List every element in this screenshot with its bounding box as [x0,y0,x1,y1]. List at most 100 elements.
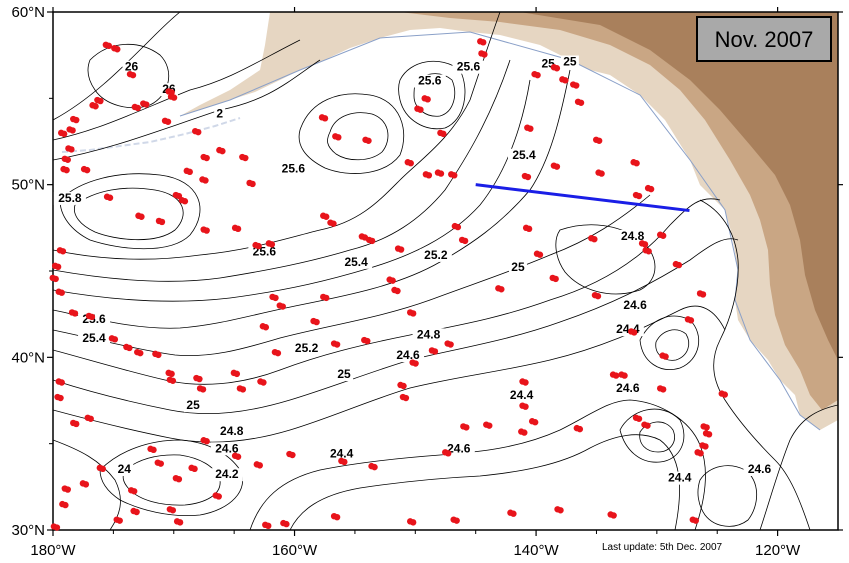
float-marker [522,403,529,410]
float-marker [323,213,330,220]
float-marker [553,65,561,72]
float-marker [158,218,166,226]
float-marker [54,263,62,271]
float-marker [323,294,330,302]
float-marker [133,508,140,516]
float-marker [64,486,71,493]
float-marker [647,185,655,193]
contour-label: 25.8 [58,191,82,205]
title-box: Nov. 2007 [696,16,832,62]
float-marker [598,170,605,177]
float-marker [645,248,652,255]
contour-label: 25.4 [344,255,368,269]
float-marker [454,223,462,231]
contour-labels: 2626225.825.625.625.625.625.4252525.425.… [53,55,776,485]
float-marker [534,71,541,79]
float-marker [191,465,198,473]
float-marker [440,130,447,138]
float-marker [181,198,189,205]
float-marker [137,349,144,357]
float-marker [111,336,119,343]
float-marker [721,391,728,398]
float-marker [53,524,61,531]
aleutian-islands [61,117,241,153]
float-marker [635,415,643,422]
contour-label-bg [619,298,652,312]
float-marker [521,429,528,436]
contour-label: 24.6 [616,381,640,395]
float-marker [63,166,70,174]
observation-section-line [475,183,690,213]
contour-label-bg [115,463,134,477]
float-marker [463,424,470,431]
contour-label: 25 [186,398,200,412]
float-marker [424,96,431,103]
contour-label-bg [215,425,248,439]
contour-label: 24.4 [668,471,692,485]
float-marker [255,242,262,250]
float-marker [633,160,640,167]
map-title: Nov. 2007 [715,27,814,52]
float-marker [630,329,638,336]
float-marker [262,324,270,331]
contour-label-bg [616,229,649,243]
contour-label: 25.4 [512,148,536,162]
contour-label-bg [508,148,540,162]
float-marker [176,519,184,526]
float-marker [92,103,99,110]
contour-label: 25 [511,260,525,274]
contour-label: 24.6 [623,298,647,312]
contour-label: 24.4 [330,446,354,460]
float-marker [364,337,371,345]
contour-label: 24.4 [510,388,534,402]
last-update-note: Last update: 5th Dec. 2007 [602,542,723,553]
x-tick-label: 120°W [755,542,801,559]
float-marker [313,318,320,326]
contour-label-bg [419,248,452,262]
axis-ticks: 180°W 160°W 140°W 120°W 60°N 50°N 40°N 30°N [11,4,843,559]
float-marker [215,493,222,500]
float-marker [58,379,65,386]
contour-label-bg [53,191,86,205]
float-marker [260,379,267,386]
contour-label-bg [290,342,323,356]
float-marker [60,130,68,138]
float-marker [522,379,529,386]
contour-label-bg [78,331,111,345]
float-marker [437,170,445,177]
float-marker [409,310,417,317]
float-marker [425,172,433,179]
contour-label: 25.6 [282,162,306,176]
float-marker [552,275,559,283]
float-marker [175,476,183,483]
float-marker [114,46,121,53]
contour-label-bg [611,381,644,395]
float-markers [49,38,728,531]
float-marker [242,154,249,162]
float-marker [641,241,649,248]
float-marker [71,310,79,317]
float-marker [256,462,264,469]
contour-label: 26 [125,60,139,74]
float-marker [131,488,138,495]
contour-label-bg [325,447,358,461]
land-relief-dark [520,12,838,360]
contour-label: 25 [337,367,351,381]
float-marker [168,370,175,378]
float-marker [557,507,564,514]
float-marker [199,386,207,393]
contour-label-bg [452,60,485,74]
float-marker [52,275,59,283]
float-marker [659,386,667,393]
float-marker [87,415,94,422]
float-marker [186,168,193,176]
float-marker [233,370,241,378]
contour-label-bg [122,60,141,74]
float-marker [368,237,376,245]
float-marker [621,372,628,379]
contour-label: 24.8 [220,424,244,438]
float-marker [335,134,342,141]
float-marker [445,450,452,457]
contour-label-bg [508,261,527,274]
float-marker [69,127,76,134]
